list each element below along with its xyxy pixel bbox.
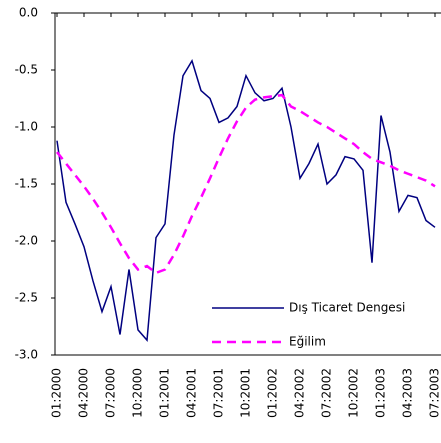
legend-label: Dış Ticaret Dengesi (289, 301, 405, 315)
series-line (56, 59, 436, 342)
y-tick-label: -2.5 (15, 291, 38, 305)
x-tick-label: 04:2001 (185, 368, 199, 418)
x-tick-label: 10:2000 (131, 368, 145, 418)
x-tick-label: 07:2002 (320, 368, 334, 418)
legend-label: Eğilim (289, 335, 326, 349)
x-tick-label: 10:2001 (239, 368, 253, 418)
x-tick-label: 07:2001 (212, 368, 226, 418)
x-tick-label: 01:2002 (266, 368, 280, 418)
series-line (56, 93, 436, 275)
y-tick-label: -0.5 (15, 63, 38, 77)
y-tick-label: 0.0 (19, 6, 38, 20)
y-tick-label: -1.0 (15, 120, 38, 134)
y-tick-label: -1.5 (15, 177, 38, 191)
x-tick-label: 04:2002 (293, 368, 307, 418)
y-tick-label: -2.0 (15, 234, 38, 248)
x-tick-label: 01:2001 (158, 368, 172, 418)
x-tick-label: 07:2000 (104, 368, 118, 418)
x-tick-label: 01:2000 (50, 368, 64, 418)
y-tick-label: -3.0 (15, 348, 38, 362)
x-tick-label: 04:2000 (77, 368, 91, 418)
x-tick-label: 04:2003 (401, 368, 415, 418)
x-tick-label: 07:2003 (428, 368, 441, 418)
x-tick-label: 10:2002 (347, 368, 361, 418)
x-tick-label: 01:2003 (374, 368, 388, 418)
